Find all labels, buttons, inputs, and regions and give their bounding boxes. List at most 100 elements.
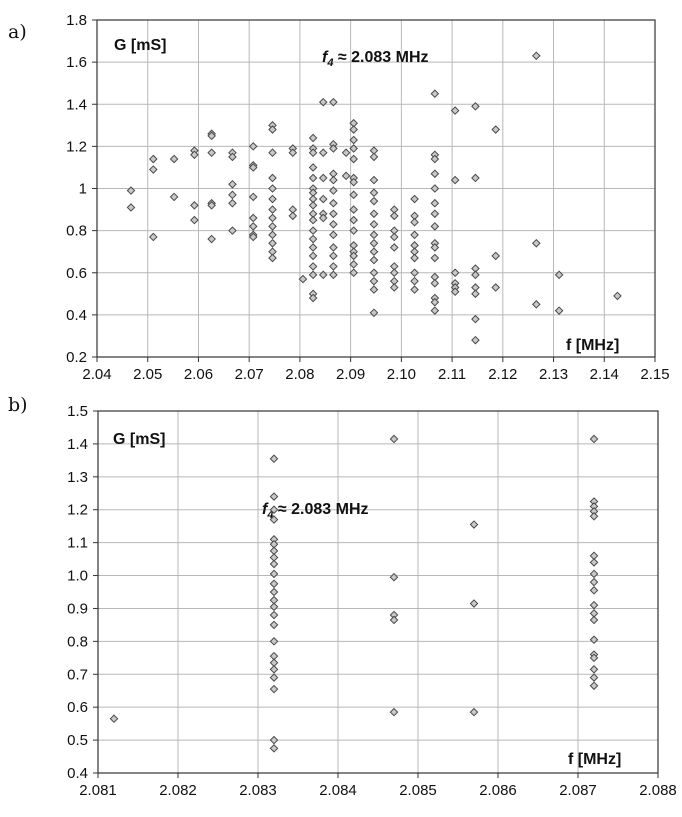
data-point [430,243,440,252]
data-point [329,251,338,261]
data-point [389,232,399,242]
data-point [318,148,328,158]
data-point [268,148,277,158]
y-tick-label: 0.9 [67,600,88,617]
data-point [207,234,216,244]
plot-frame [96,19,656,358]
data-point [589,615,599,625]
x-tick-label: 2.09 [336,366,365,383]
data-point [269,673,279,682]
data-point [554,306,564,315]
data-point [268,184,277,193]
data-point [410,217,419,227]
data-point [149,165,158,174]
data-point [329,97,338,107]
data-point [410,253,419,263]
data-point [469,520,479,529]
x-tick-label: 2.087 [559,782,597,799]
data-point [349,177,358,187]
data-point [288,211,298,221]
data-point [268,173,277,183]
data-point [308,243,318,252]
x-tick-label: 2.11 [438,366,466,383]
data-point [349,251,358,261]
data-point [149,154,158,164]
data-point [430,306,440,315]
data-point [589,673,599,682]
data-point [389,707,399,717]
data-point [269,559,279,569]
data-point [389,283,399,292]
data-point [450,106,460,115]
panel-label: a) [8,21,27,43]
y-axis-label: G [mS] [114,37,166,54]
data-point [369,308,379,318]
data-point [228,198,237,208]
y-tick-label: 0.4 [66,307,87,324]
data-point [269,610,279,620]
data-point [369,209,379,219]
data-point [349,190,358,200]
data-point [554,270,564,280]
data-point [268,230,277,240]
data-point [430,209,440,219]
x-tick-label: 2.12 [488,366,517,383]
data-point [430,89,440,99]
data-point [613,291,622,301]
data-point [349,268,358,278]
data-point [308,226,318,235]
data-point [308,270,318,280]
y-tick-label: 0.2 [66,349,87,366]
y-tick-label: 0.8 [67,633,88,650]
data-point [169,192,179,202]
data-point [329,243,338,252]
data-point [308,163,318,172]
data-point [228,190,237,200]
data-point [450,175,460,185]
data-point [410,194,419,204]
x-axis-label: f [MHz] [568,751,621,768]
data-point [531,300,541,309]
data-point [369,196,379,206]
data-point [308,133,318,143]
data-point [298,274,308,284]
y-tick-label: 0.6 [66,265,87,282]
data-point [430,278,440,288]
data-point [430,184,440,193]
data-point [389,243,399,252]
data-point [589,600,599,610]
y-tick-label: 1.8 [66,12,87,29]
data-point [471,335,480,345]
data-point [248,222,258,231]
data-point [269,735,279,745]
x-tick-label: 2.085 [399,782,437,799]
data-point [269,637,279,646]
x-tick-label: 2.088 [639,782,677,799]
data-point [369,276,379,286]
x-tick-label: 2.13 [539,366,568,383]
data-point [389,572,399,582]
x-tick-label: 2.10 [387,366,416,383]
data-point [430,253,440,263]
data-point [430,154,440,164]
data-point [269,505,279,515]
data-point [349,154,358,164]
data-point [308,293,318,303]
data-point [126,203,136,212]
data-point [269,515,279,524]
data-point [471,102,480,111]
y-tick-label: 1.6 [66,54,87,71]
data-point [410,230,419,240]
x-tick-label: 2.06 [184,366,213,383]
data-point [531,238,541,248]
data-point [450,287,460,297]
data-point [430,198,440,208]
data-point [268,194,277,204]
data-point [228,179,237,189]
data-point [248,142,258,151]
data-point [471,270,480,280]
data-point [349,260,358,269]
data-point [369,175,379,185]
data-point [349,226,358,235]
